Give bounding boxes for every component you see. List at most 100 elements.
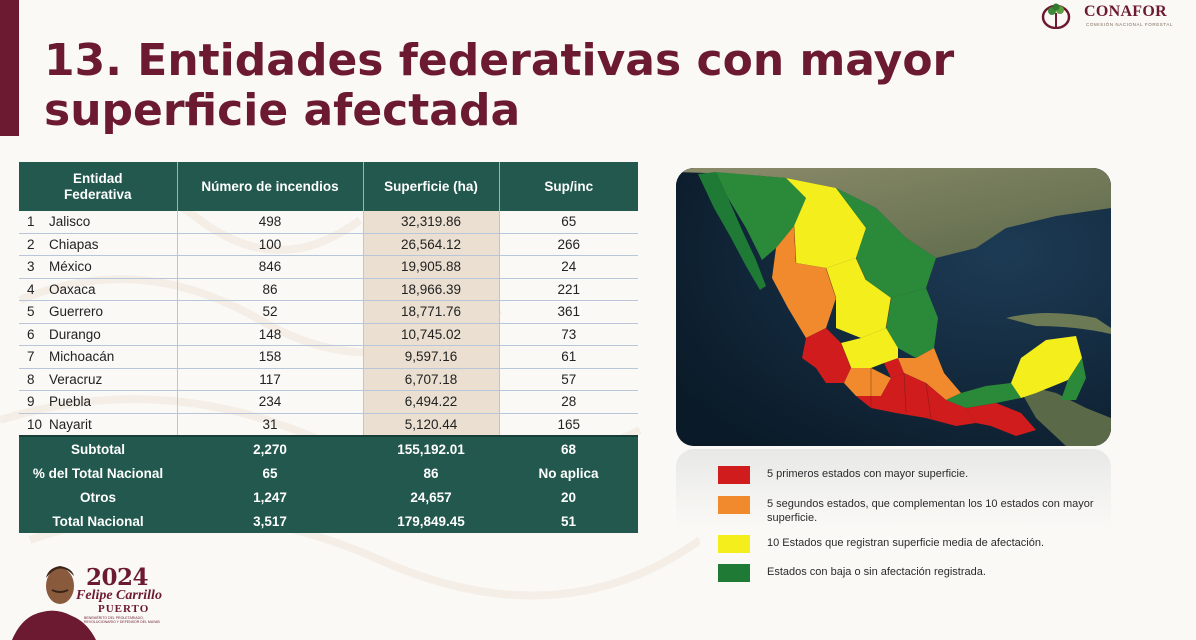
rank-cell: 1 (27, 214, 35, 230)
table-row: 1 Jalisco 498 32,319.86 65 (19, 211, 638, 234)
total-ratio: 51 (499, 509, 638, 533)
column-header: Sup/inc (499, 162, 638, 211)
table-row: 5 Guerrero 52 18,771.76 361 (19, 300, 638, 324)
rank-cell: 5 (27, 304, 35, 320)
area-cell: 18,771.76 (363, 300, 500, 324)
total-row: Total Nacional 3,517 179,849.45 51 (19, 509, 638, 533)
fires-cell: 100 (177, 233, 364, 256)
footer-place: PUERTO (98, 603, 150, 615)
table-header-row: Entidad Federativa Número de incendios S… (19, 162, 638, 211)
ratio-cell: 28 (499, 390, 638, 414)
legend-label: 5 primeros estados con mayor superficie. (767, 468, 969, 480)
entity-cell: 7 Michoacán (19, 345, 178, 369)
rank-cell: 7 (27, 349, 35, 365)
entity-name: Nayarit (49, 416, 92, 432)
entity-cell: 6 Durango (19, 323, 178, 346)
entity-cell: 5 Guerrero (19, 300, 178, 324)
area-cell: 9,597.16 (363, 345, 500, 369)
fires-cell: 148 (177, 323, 364, 346)
map-reflection (676, 449, 1111, 529)
legend-label: 5 segundos estados, que complementan los… (767, 498, 1094, 524)
map-graphic (676, 168, 1111, 446)
area-cell: 26,564.12 (363, 233, 500, 256)
table-row: 7 Michoacán 158 9,597.16 61 (19, 345, 638, 369)
total-fires: 2,270 (177, 435, 363, 461)
ratio-cell: 61 (499, 345, 638, 369)
entity-name: Jalisco (49, 214, 91, 230)
total-label: Total Nacional (19, 509, 177, 533)
rank-cell: 10 (27, 416, 43, 432)
table-row: 4 Oaxaca 86 18,966.39 221 (19, 278, 638, 301)
total-label: Subtotal (19, 435, 177, 461)
ratio-cell: 57 (499, 368, 638, 391)
tree-logo-icon (1041, 3, 1071, 29)
area-cell: 5,120.44 (363, 413, 500, 437)
entity-cell: 1 Jalisco (19, 211, 178, 234)
area-cell: 18,966.39 (363, 278, 500, 301)
mexico-map (676, 168, 1111, 446)
total-ratio: 20 (499, 485, 638, 509)
total-area: 86 (363, 461, 499, 485)
rank-cell: 6 (27, 326, 35, 342)
legend-swatch (718, 466, 750, 484)
total-label: Otros (19, 485, 177, 509)
fires-cell: 498 (177, 211, 364, 234)
entity-name: Guerrero (49, 304, 104, 320)
legend-label: Estados con baja o sin afectación regist… (767, 566, 986, 578)
entity-cell: 9 Puebla (19, 390, 178, 414)
entity-name: Puebla (49, 394, 92, 410)
total-ratio: No aplica (499, 461, 638, 485)
entity-cell: 8 Veracruz (19, 368, 178, 391)
column-header: Superficie (ha) (363, 162, 500, 211)
total-area: 155,192.01 (363, 435, 499, 461)
footer-name: Felipe Carrillo (76, 588, 162, 603)
entity-name: México (49, 259, 92, 275)
ratio-cell: 73 (499, 323, 638, 346)
rank-cell: 2 (27, 236, 35, 252)
total-row: % del Total Nacional 65 86 No aplica (19, 461, 638, 485)
fires-cell: 86 (177, 278, 364, 301)
legend-swatch (718, 496, 750, 514)
entity-name: Chiapas (49, 236, 99, 252)
table-row: 3 México 846 19,905.88 24 (19, 255, 638, 279)
rank-cell: 3 (27, 259, 35, 275)
ratio-cell: 65 (499, 211, 638, 234)
total-row: Otros 1,247 24,657 20 (19, 485, 638, 509)
page-title: 13. Entidades federativas con mayor supe… (44, 35, 955, 136)
ratio-cell: 24 (499, 255, 638, 279)
column-header: Entidad Federativa (19, 162, 178, 211)
rank-cell: 4 (27, 281, 35, 297)
rank-cell: 8 (27, 371, 35, 387)
entity-name: Durango (49, 326, 101, 342)
entity-name: Oaxaca (49, 281, 96, 297)
total-fires: 1,247 (177, 485, 363, 509)
ratio-cell: 361 (499, 300, 638, 324)
fires-cell: 158 (177, 345, 364, 369)
fires-cell: 52 (177, 300, 364, 324)
fires-cell: 117 (177, 368, 364, 391)
footer-year: 2024 (86, 564, 149, 591)
area-cell: 19,905.88 (363, 255, 500, 279)
entity-cell: 3 México (19, 255, 178, 279)
legend-swatch (718, 564, 750, 582)
entity-name: Veracruz (49, 371, 103, 387)
total-area: 24,657 (363, 485, 499, 509)
area-cell: 10,745.02 (363, 323, 500, 346)
footer-fine-print: BENEMÉRITO DEL PROLETARIADO, REVOLUCIONA… (84, 616, 160, 624)
area-cell: 6,494.22 (363, 390, 500, 414)
area-cell: 6,707.18 (363, 368, 500, 391)
total-label: % del Total Nacional (19, 461, 177, 485)
legend-label: 10 Estados que registran superficie medi… (767, 537, 1044, 549)
entities-table: Entidad Federativa Número de incendios S… (19, 162, 638, 533)
fires-cell: 846 (177, 255, 364, 279)
entity-cell: 4 Oaxaca (19, 278, 178, 301)
area-cell: 32,319.86 (363, 211, 500, 234)
table-row: 9 Puebla 234 6,494.22 28 (19, 390, 638, 414)
accent-bar (0, 0, 19, 136)
table-row: 6 Durango 148 10,745.02 73 (19, 323, 638, 346)
total-fires: 3,517 (177, 509, 363, 533)
rank-cell: 9 (27, 394, 35, 410)
ratio-cell: 266 (499, 233, 638, 256)
entity-cell: 2 Chiapas (19, 233, 178, 256)
fires-cell: 31 (177, 413, 364, 437)
